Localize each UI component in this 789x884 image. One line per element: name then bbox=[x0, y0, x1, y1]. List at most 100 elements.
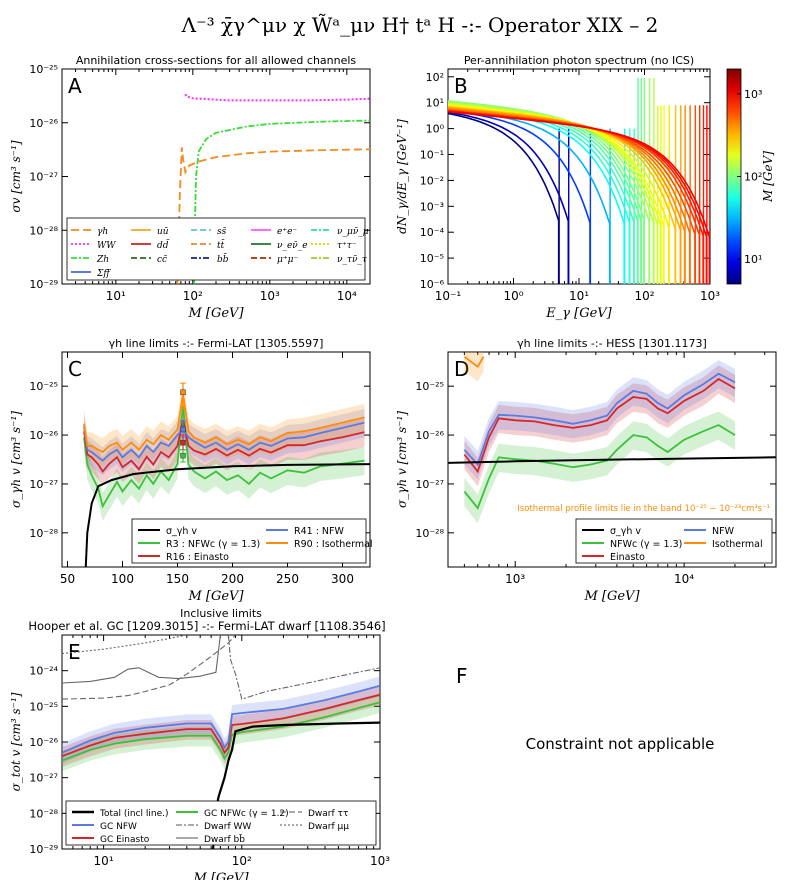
colorbar-tick-label: 10² bbox=[744, 171, 762, 184]
panel-title: Per-annihilation photon spectrum (no ICS… bbox=[464, 54, 694, 67]
legend-label: dd̄ bbox=[157, 239, 170, 251]
legend-label: cc̄ bbox=[157, 255, 168, 265]
spectrum-line bbox=[448, 112, 560, 284]
legend-box bbox=[131, 518, 367, 564]
series-line bbox=[62, 701, 380, 762]
panel-letter: B bbox=[454, 74, 468, 98]
panel-title: γh line limits -:- HESS [1301.1173] bbox=[517, 337, 707, 350]
legend-box bbox=[575, 518, 773, 564]
y-tick-label: 10⁻²⁸ bbox=[29, 527, 58, 540]
spectrum-line bbox=[448, 111, 570, 284]
y-axis-label: σv [cm³ s⁻¹] bbox=[9, 140, 23, 212]
x-tick-label: 10¹ bbox=[106, 289, 126, 303]
axes-a: 10¹ 10² 10³ 10⁴ 10⁻²⁹ 10⁻²⁸ 10⁻²⁷ 10⁻²⁶ 10⁻²⁵ M [… bbox=[9, 54, 371, 321]
legend-label: Dwarf WW bbox=[204, 822, 251, 832]
spectrum-line bbox=[448, 104, 665, 284]
legend: Total (incl line.) GC NFWc (γ = 1.2) Dwarf… bbox=[65, 800, 377, 846]
axes-c: 50 100 150 200 250 300 10⁻²⁸ 10⁻²⁷ 10⁻²⁶ 10⁻²⁵ M [… bbox=[9, 337, 373, 604]
y-axis-label: σ_γh v [cm³ s⁻¹] bbox=[395, 411, 409, 508]
x-tick-label: 10¹ bbox=[569, 289, 589, 303]
y-tick-label: 10⁻²⁵ bbox=[415, 380, 444, 393]
y-axis-label: σ_γh v [cm³ s⁻¹] bbox=[9, 411, 23, 508]
legend-label: Σff̄ bbox=[96, 269, 111, 279]
y-tick-label: 10⁻²⁹ bbox=[29, 278, 58, 291]
legend-label: GC NFW bbox=[100, 822, 137, 832]
y-tick-label: 10⁻²⁴ bbox=[29, 665, 58, 678]
legend-label: uū bbox=[157, 227, 169, 237]
y-tick-label: 10⁻²⁶ bbox=[29, 117, 58, 130]
legend-label: Isothermal bbox=[712, 539, 763, 550]
error-point bbox=[180, 389, 186, 396]
error-point bbox=[180, 452, 186, 459]
legend-label: Dwarf μμ bbox=[308, 822, 349, 832]
y-tick-label: 10⁻⁴ bbox=[420, 226, 445, 239]
legend-label: R16 : Einasto bbox=[166, 552, 229, 563]
axes-b: 10⁻¹ 10⁰ 10¹ 10² 10³ 10⁻⁶ 10⁻⁵ 10⁻⁴ 10⁻³ 10⁻² 10⁻¹… bbox=[395, 54, 775, 321]
legend-label: R41 : NFW bbox=[294, 526, 345, 537]
axes-e: 10¹ 10² 10³ 10⁻²⁹ 10⁻²⁸ 10⁻²⁷ 10⁻²⁶ 10⁻²⁵ 10⁻²⁴ M… bbox=[9, 607, 390, 884]
x-tick-label: 100 bbox=[111, 572, 134, 586]
series-band bbox=[464, 360, 735, 480]
y-tick-label: 10⁻²⁶ bbox=[415, 429, 444, 442]
y-tick-label: 10⁻¹ bbox=[420, 148, 444, 161]
panel-f-message: Constraint not applicable bbox=[526, 735, 715, 753]
series-line bbox=[463, 355, 485, 369]
y-tick-label: 10⁻²⁸ bbox=[29, 224, 58, 237]
series-line bbox=[83, 393, 365, 454]
series-line bbox=[463, 377, 736, 474]
y-tick-label: 10⁻²⁷ bbox=[29, 772, 58, 785]
y-tick-label: 10⁻²⁸ bbox=[29, 807, 58, 820]
panel-letter: A bbox=[68, 74, 82, 98]
x-tick-label: 200 bbox=[221, 572, 244, 586]
panel-letter-f: F bbox=[456, 664, 468, 688]
figure-title: Λ⁻³ χ̄γ^μν χ W̃ᵃ_μν H† tᵃ H -:- Operator… bbox=[181, 13, 659, 37]
y-tick-label: 10⁻²⁶ bbox=[29, 429, 58, 442]
dwarf-line bbox=[62, 635, 187, 655]
dwarf-line bbox=[227, 635, 380, 700]
legend-label: NFW bbox=[712, 526, 735, 537]
y-tick-label: 10⁻²⁷ bbox=[415, 478, 444, 491]
legend-label: Zh bbox=[96, 255, 109, 265]
legend-label: bb̄ bbox=[217, 253, 229, 265]
legend-label: NFWc (γ = 1.3) bbox=[610, 539, 682, 550]
panel-title: γh line limits -:- Fermi-LAT [1305.5597] bbox=[109, 337, 324, 350]
legend-label: GC NFWc (γ = 1.2) bbox=[204, 809, 289, 819]
colorbar-tick-label: 10¹ bbox=[744, 253, 762, 266]
y-tick-label: 10⁻²⁷ bbox=[29, 171, 58, 184]
axes-frame bbox=[61, 351, 371, 568]
legend-label: ν_eν̄_e bbox=[277, 241, 308, 251]
dwarf-line bbox=[62, 635, 221, 684]
x-axis-label: M [GeV] bbox=[192, 871, 249, 880]
legend-label: γh bbox=[97, 227, 108, 237]
series-band bbox=[464, 411, 735, 523]
x-tick-label: 10² bbox=[183, 289, 203, 303]
spectrum-line bbox=[448, 106, 625, 284]
legend-label: ν_μν̄_μ bbox=[337, 227, 369, 237]
legend-label: σ_γh v bbox=[610, 526, 641, 537]
legend-label: σ_γh v bbox=[166, 526, 197, 537]
legend-label: GC Einasto bbox=[100, 835, 150, 845]
y-tick-label: 10⁻²⁵ bbox=[29, 700, 58, 713]
x-axis-label: E_γ [GeV] bbox=[545, 306, 612, 321]
x-tick-label: 10⁴ bbox=[674, 572, 694, 586]
series-line bbox=[62, 693, 380, 758]
y-tick-label: 10⁻²⁸ bbox=[415, 527, 444, 540]
x-tick-label: 10¹ bbox=[94, 854, 114, 868]
x-tick-label: 10³ bbox=[370, 854, 390, 868]
x-tick-label: 10³ bbox=[505, 572, 525, 586]
x-tick-label: 10³ bbox=[700, 289, 720, 303]
x-axis-label: M [GeV] bbox=[187, 589, 244, 604]
x-tick-label: 10³ bbox=[260, 289, 280, 303]
error-point bbox=[180, 426, 186, 433]
y-tick-label: 10⁻²⁹ bbox=[29, 843, 58, 856]
y-tick-label: 10⁻²⁵ bbox=[29, 380, 58, 393]
series-band bbox=[62, 693, 380, 772]
dwarf-line bbox=[62, 635, 236, 700]
axes-frame bbox=[447, 68, 711, 285]
x-tick-label: 10⁰ bbox=[503, 289, 523, 303]
x-tick-label: 50 bbox=[60, 572, 75, 586]
series-band bbox=[84, 392, 365, 521]
x-tick-label: 300 bbox=[331, 572, 354, 586]
